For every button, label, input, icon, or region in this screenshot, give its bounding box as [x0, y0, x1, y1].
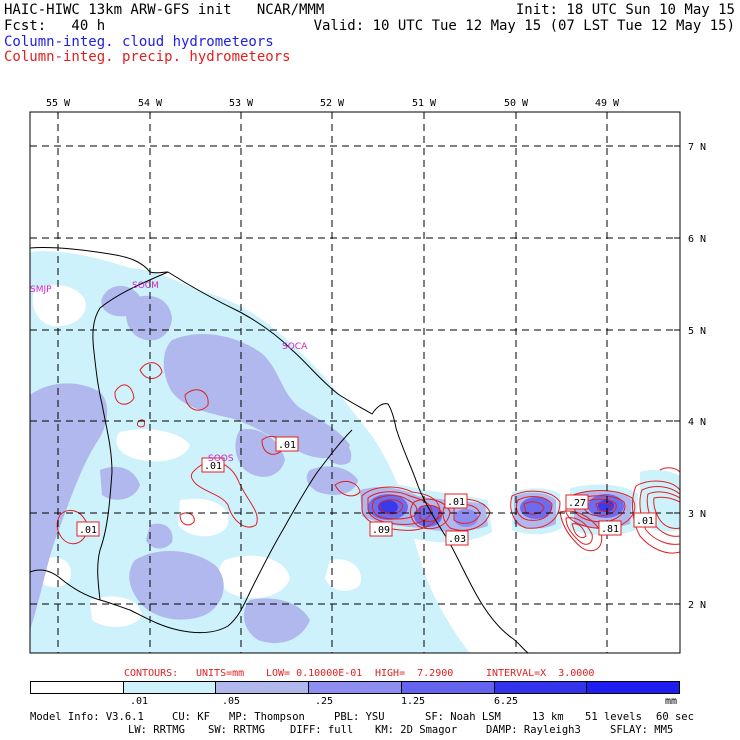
colorbar-segment	[401, 682, 495, 693]
contour-label: .01	[275, 436, 299, 452]
pbl-scheme: PBL: YSU	[334, 711, 385, 723]
time-step: 60 sec	[656, 711, 694, 723]
longwave-scheme: LW: RRTMG	[128, 724, 185, 736]
contour-high: HIGH= 7.2900	[375, 668, 454, 679]
model-title: HAIC-HIWC 13km ARW-GFS init NCAR/MMM	[4, 2, 325, 18]
cumulus-scheme: CU: KF	[172, 711, 210, 723]
lat-label: 7 N	[688, 142, 706, 153]
contour-label: .01	[76, 521, 100, 537]
microphysics-scheme: MP: Thompson	[229, 711, 305, 723]
surface-layer-option: SFLAY: MM5	[610, 724, 674, 736]
svg-text:.81: .81	[601, 524, 619, 535]
colorbar	[30, 681, 680, 694]
model-version: Model Info: V3.6.1	[30, 711, 144, 723]
lon-label: 54 W	[138, 98, 163, 109]
station-label: SOOS	[208, 454, 234, 464]
lat-label: 6 N	[688, 234, 706, 245]
lat-label: 5 N	[688, 326, 706, 337]
lat-label: 2 N	[688, 600, 706, 611]
map-frame	[29, 111, 681, 654]
km-option: KM: 2D Smagor	[375, 724, 458, 736]
colorbar-segment	[587, 682, 680, 693]
frame-ticks	[57, 112, 680, 605]
svg-text:.03: .03	[448, 534, 466, 545]
shortwave-scheme: SW: RRTMG	[208, 724, 265, 736]
station-label: SMJP	[30, 285, 52, 295]
contour-label: .01	[201, 457, 225, 473]
station-labels: SMJP SOCM SOCA SOOS	[30, 281, 308, 464]
surface-scheme: SF: Noah LSM	[425, 711, 501, 723]
graticule	[30, 112, 680, 653]
cloud-field-label: Column-integ. cloud hydrometeors	[4, 34, 274, 50]
colorbar-tick-label: .25	[315, 696, 334, 707]
svg-text:.01: .01	[278, 440, 296, 451]
colorbar-segment	[309, 682, 402, 693]
lon-label: 52 W	[320, 98, 345, 109]
contour-label: .01	[444, 493, 468, 509]
precip-field-label: Column-integ. precip. hydrometeors	[4, 49, 291, 65]
contour-interval: INTERVAL=X 3.0000	[486, 668, 595, 679]
svg-text:.01: .01	[636, 516, 654, 527]
svg-text:.01: .01	[204, 461, 222, 472]
lon-label: 49 W	[595, 98, 620, 109]
colorbar-segment	[31, 682, 124, 693]
colorbar-tick-label: .01	[130, 696, 149, 707]
damping-option: DAMP: Rayleigh3	[486, 724, 581, 736]
contour-units: UNITS=mm	[196, 668, 245, 679]
longitude-labels: 55 W 54 W 53 W 52 W 51 W 50 W 49 W	[46, 98, 620, 109]
lon-label: 53 W	[229, 98, 254, 109]
lat-label: 4 N	[688, 417, 706, 428]
lon-label: 51 W	[412, 98, 437, 109]
contour-low: LOW= 0.10000E-01	[266, 668, 363, 679]
colorbar-unit: mm	[665, 696, 678, 707]
lon-label: 55 W	[46, 98, 71, 109]
colorbar-segment	[216, 682, 310, 693]
latitude-labels: 7 N 6 N 5 N 4 N 3 N 2 N	[688, 142, 706, 611]
contour-label: .27	[565, 494, 589, 510]
coastlines-borders	[30, 246, 529, 653]
contour-label: .09	[369, 521, 393, 537]
station-label: SOCM	[132, 281, 159, 291]
svg-text:.27: .27	[568, 498, 586, 509]
station-label: SOCA	[282, 342, 308, 352]
svg-text:.01: .01	[447, 497, 465, 508]
precip-contours	[56, 362, 680, 554]
colorbar-tick-label: 6.25	[494, 696, 519, 707]
colorbar-segment	[123, 682, 217, 693]
lat-label: 3 N	[688, 509, 706, 520]
contour-label-group: .01 .01 .01 .09 .01 .03 .27 .81 .01	[76, 436, 657, 546]
colorbar-tick-label: 1.25	[401, 696, 426, 707]
init-time: Init: 18 UTC Sun 10 May 15	[515, 2, 735, 18]
svg-text:.09: .09	[372, 525, 390, 536]
colorbar-tick-label: .05	[222, 696, 241, 707]
contour-label: .03	[445, 530, 469, 546]
lon-label: 50 W	[504, 98, 529, 109]
diffusion-option: DIFF: full	[290, 724, 354, 736]
vertical-levels: 51 levels	[585, 711, 642, 723]
contour-label: .01	[633, 512, 657, 528]
colorbar-segment	[494, 682, 588, 693]
forecast-hour: Fcst: 40 h	[4, 18, 106, 34]
map-plot-area: .01 .01 .01 .09 .01 .03 .27 .81 .01 SMJP…	[30, 112, 680, 653]
contour-info-label: CONTOURS:	[124, 668, 179, 679]
resolution: 13 km	[532, 711, 564, 723]
svg-text:.01: .01	[79, 525, 97, 536]
valid-time: Valid: 10 UTC Tue 12 May 15 (07 LST Tue …	[313, 18, 735, 34]
contour-label: .81	[598, 520, 622, 536]
